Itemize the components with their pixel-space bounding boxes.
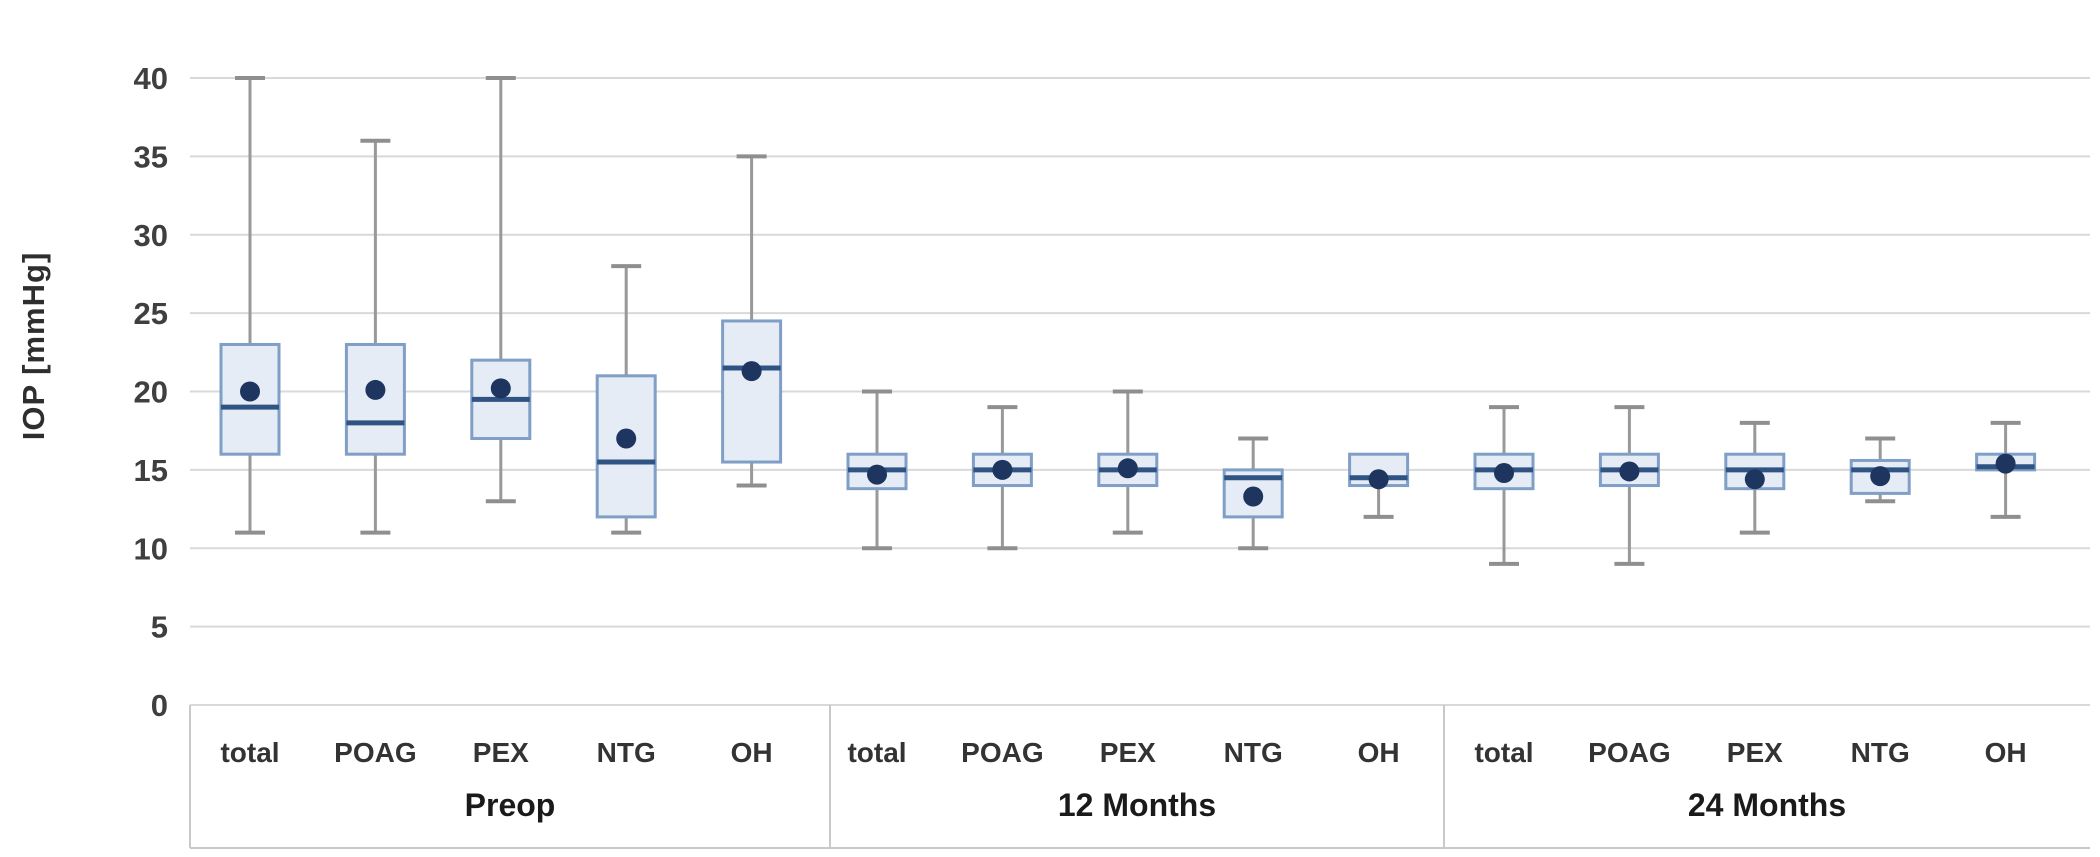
box-12-months-ntg <box>1222 436 1284 551</box>
box-24-months-total <box>1473 405 1535 566</box>
mean-dot <box>1243 486 1264 507</box>
y-tick-label: 30 <box>134 218 168 253</box>
iqr-box <box>721 319 783 464</box>
mean-dot <box>1494 463 1514 484</box>
box-12-months-total <box>846 389 908 551</box>
box-preop-oh <box>721 154 783 488</box>
mean-dot <box>741 361 762 382</box>
group-label: 12 Months <box>1058 787 1216 823</box>
box-12-months-pex <box>1097 389 1159 535</box>
category-label: OH <box>731 737 773 768</box>
category-label: NTG <box>1224 737 1283 768</box>
box-preop-pex <box>470 76 532 504</box>
box-24-months-pex <box>1724 420 1786 535</box>
box-24-months-ntg <box>1849 436 1911 504</box>
mean-dot <box>240 381 260 402</box>
category-label: OH <box>1985 737 2027 768</box>
y-tick-label: 25 <box>134 296 168 331</box>
box-24-months-oh <box>1975 420 2037 519</box>
iqr-box <box>219 342 281 456</box>
mean-dot <box>1368 469 1389 490</box>
category-label: total <box>847 737 906 768</box>
category-label: PEX <box>473 737 529 768</box>
category-label: POAG <box>1588 737 1670 768</box>
y-tick-label: 15 <box>134 453 168 488</box>
category-label: PEX <box>1727 737 1783 768</box>
mean-dot <box>867 464 887 485</box>
box-24-months-poag <box>1598 405 1660 566</box>
y-tick-label: 0 <box>151 688 168 723</box>
y-tick-label: 20 <box>134 375 168 410</box>
mean-dot <box>365 379 386 400</box>
mean-dot <box>616 428 637 449</box>
y-tick-label: 35 <box>134 139 168 174</box>
box-preop-ntg <box>595 264 657 535</box>
mean-dot <box>1117 458 1138 479</box>
y-tick-label: 10 <box>134 531 168 566</box>
category-label: OH <box>1358 737 1400 768</box>
category-label: NTG <box>1851 737 1910 768</box>
mean-dot <box>1744 469 1765 490</box>
category-label: PEX <box>1100 737 1156 768</box>
category-label: NTG <box>597 737 656 768</box>
group-label: Preop <box>465 787 556 823</box>
y-tick-label: 40 <box>134 61 168 96</box>
category-label: POAG <box>334 737 416 768</box>
box-12-months-poag <box>971 405 1033 551</box>
category-label: POAG <box>961 737 1043 768</box>
mean-dot <box>1619 461 1640 482</box>
mean-dot <box>1870 466 1891 487</box>
chart-plot-area: 0 5 10 15 20 25 30 35 40 Preop 12 Months 24 Months t… <box>134 61 2090 849</box>
mean-dot <box>490 378 511 399</box>
iqr-box <box>344 342 406 456</box>
box-12-months-oh <box>1348 452 1410 519</box>
group-label: 24 Months <box>1688 787 1846 823</box>
y-axis-title: IOP [mmHg] <box>16 252 51 441</box>
mean-dot <box>992 459 1013 480</box>
category-label: total <box>220 737 279 768</box>
y-tick-label: 5 <box>151 610 168 645</box>
category-label: total <box>1474 737 1533 768</box>
box-preop-total <box>219 76 281 535</box>
mean-dot <box>1995 453 2016 474</box>
box-preop-poag <box>344 138 406 535</box>
